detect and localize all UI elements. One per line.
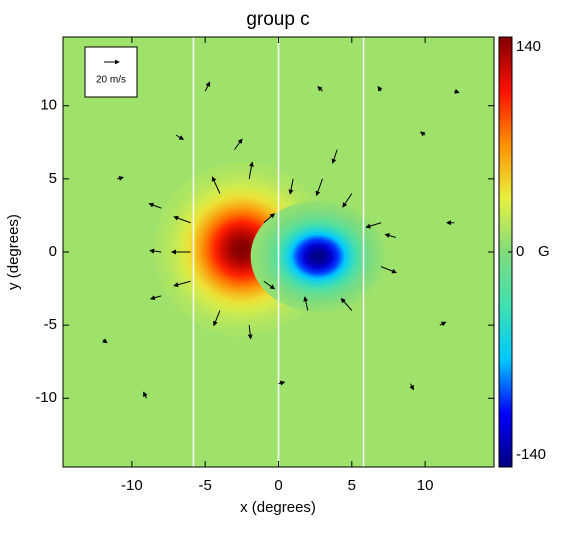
velocity-arrow [143,391,148,399]
y-tick-label: 5 [49,170,57,187]
velocity-arrow [234,138,243,150]
y-axis-label: y (degrees) [5,214,22,290]
x-tick-label: 5 [348,477,356,494]
velocity-arrow [173,280,191,288]
velocity-arrow [303,296,309,311]
velocity-arrow [342,193,353,208]
x-tick-label: 0 [274,477,282,494]
velocity-arrow [204,81,211,92]
x-tick-label: -5 [199,477,212,494]
velocity-arrow [288,178,294,195]
velocity-arrow [340,297,353,311]
field-blob [250,200,386,312]
colorbar-tick-label: 140 [516,38,541,55]
velocity-arrow [263,280,276,290]
legend-label: 20 m/s [96,75,126,86]
velocity-arrow [173,215,191,224]
y-tick-label: -5 [44,316,57,333]
colorbar-tick-label: 0 [516,243,524,260]
velocity-arrow [315,178,323,197]
colorbar-unit: G [538,243,550,260]
velocity-arrow [384,233,396,238]
y-tick-label: 0 [49,243,57,260]
velocity-arrow [419,131,426,137]
velocity-arrow [439,321,447,327]
velocity-arrow [211,176,221,194]
velocity-arrow [263,213,275,224]
velocity-arrow [409,383,414,391]
x-axis-label: x (degrees) [240,499,316,516]
colorbar-tick-label: -140 [516,446,546,463]
velocity-arrow [454,88,460,94]
chart-title: group c [246,9,309,30]
x-tick-label: -10 [121,477,143,494]
plot-area [63,37,494,467]
y-tick-label: 10 [40,97,57,114]
velocity-arrow [331,149,338,164]
velocity-arrow [247,325,253,340]
velocity-arrow [380,266,397,274]
velocity-arrow [278,380,286,386]
velocity-arrow [149,295,162,301]
velocity-arrow [317,86,323,92]
velocity-arrow [175,134,185,140]
velocity-arrow [102,338,108,344]
velocity-arrow [213,310,221,327]
velocity-arrow [365,222,382,229]
velocity-arrow [248,161,254,179]
legend-box [84,46,138,98]
velocity-arrow [377,85,383,92]
x-tick-label: 10 [417,477,434,494]
velocity-arrow [117,175,125,181]
velocity-arrow [149,248,162,254]
velocity-arrow [148,202,162,209]
y-tick-label: -10 [35,389,57,406]
